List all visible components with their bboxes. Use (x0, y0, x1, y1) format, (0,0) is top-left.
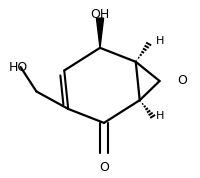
Polygon shape (96, 18, 104, 48)
Text: O: O (99, 161, 109, 174)
Text: OH: OH (90, 8, 110, 21)
Text: O: O (177, 75, 187, 88)
Text: HO: HO (9, 61, 28, 74)
Text: H: H (156, 111, 164, 121)
Text: H: H (156, 36, 164, 46)
